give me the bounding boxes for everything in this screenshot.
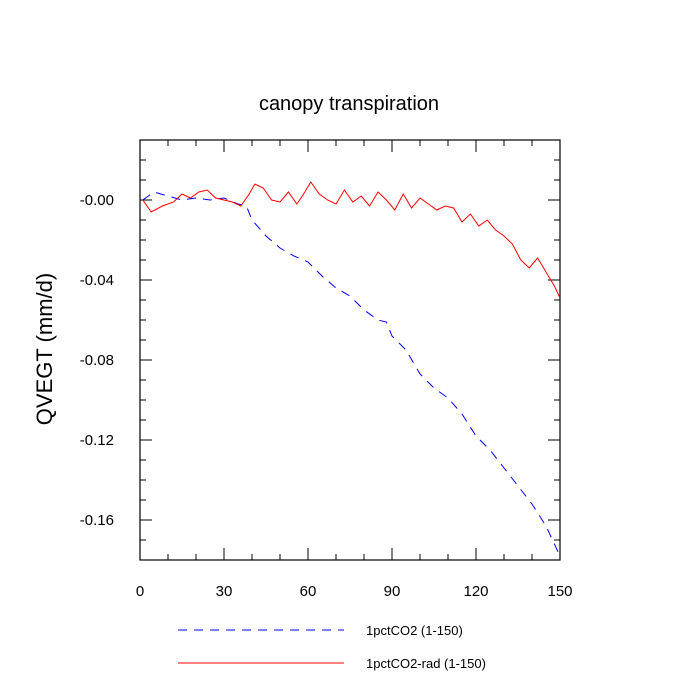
y-tick-label: -0.12: [80, 432, 114, 449]
y-tick-label: -0.08: [80, 352, 114, 369]
y-tick-label: -0.16: [80, 512, 114, 529]
series-line-1: [142, 191, 561, 557]
x-tick-label: 0: [136, 583, 144, 600]
plot-frame: [139, 139, 561, 561]
chart-title: canopy transpiration: [259, 93, 439, 115]
y-tick-label: -0.04: [80, 272, 114, 289]
x-tick-label: 120: [463, 583, 488, 600]
x-tick-label: 60: [300, 583, 317, 600]
series-layer: [142, 181, 561, 557]
x-tick-label: 30: [216, 583, 233, 600]
legend: 1pctCO2 (1-150) 1pctCO2-rad (1-150): [178, 623, 486, 671]
legend-label: 1pctCO2-rad (1-150): [366, 656, 486, 671]
x-tick-label: 150: [547, 583, 572, 600]
y-tick-label: -0.00: [80, 192, 114, 209]
legend-label: 1pctCO2 (1-150): [366, 623, 463, 638]
y-axis-label: QVEGT (mm/d): [32, 273, 57, 425]
x-tick-label: 90: [384, 583, 401, 600]
ticks-layer: 0 30 60 90 120 150 -0.00 -0.04 -0.08 -0.12 -0.16: [80, 139, 573, 600]
series-line-2: [142, 181, 561, 299]
